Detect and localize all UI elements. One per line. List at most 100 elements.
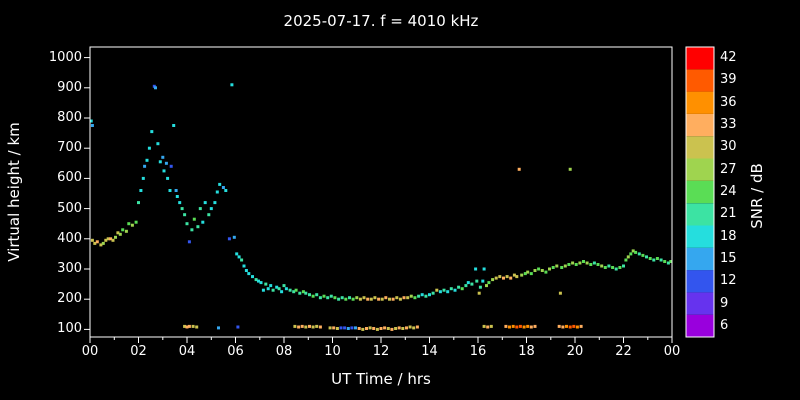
data-point (150, 130, 154, 134)
data-point (641, 253, 645, 257)
data-point (318, 296, 322, 300)
data-point (408, 325, 412, 329)
x-tick-label: 12 (372, 344, 390, 359)
data-point (405, 326, 408, 330)
data-point (611, 266, 615, 269)
colorbar-band (686, 314, 714, 337)
data-point (174, 189, 178, 192)
data-point (572, 324, 576, 328)
data-point (315, 293, 319, 297)
colorbar-band (686, 47, 714, 70)
data-point (354, 326, 357, 330)
data-point (365, 327, 368, 330)
colorbar-tick-label: 39 (720, 72, 737, 88)
y-tick-label: 500 (57, 200, 82, 216)
data-point (592, 261, 596, 265)
data-point (242, 264, 246, 268)
data-point (261, 288, 265, 292)
y-tick-label: 200 (57, 291, 82, 307)
data-point (431, 291, 435, 295)
data-point (301, 290, 305, 294)
data-point (311, 325, 315, 329)
data-point (190, 228, 194, 232)
data-point (402, 296, 406, 300)
colorbar-tick-label: 36 (720, 94, 737, 110)
colorbar-band (686, 158, 714, 181)
data-point (575, 325, 579, 329)
data-point (401, 327, 405, 330)
data-point (491, 278, 495, 282)
colorbar-band (686, 225, 714, 248)
data-point (420, 293, 424, 297)
data-point (293, 324, 297, 328)
colorbar-band (686, 136, 714, 159)
colorbar-tick-label: 42 (720, 50, 737, 66)
data-point (565, 324, 568, 328)
data-point (457, 285, 461, 289)
data-point (568, 167, 572, 171)
colorbar-tick-label: 21 (720, 206, 737, 222)
data-point (373, 296, 377, 300)
data-point (666, 261, 670, 265)
data-point (571, 261, 575, 265)
data-point (277, 287, 281, 291)
data-point (383, 326, 387, 330)
y-tick-label: 1000 (48, 49, 82, 65)
data-point (515, 275, 519, 279)
data-point (489, 324, 493, 328)
data-point (329, 294, 333, 298)
y-tick-label: 100 (57, 321, 82, 337)
data-point (318, 325, 322, 329)
colorbar-label: SNR / dB (748, 163, 766, 229)
data-point (93, 241, 97, 245)
data-point (466, 281, 470, 285)
data-point (254, 278, 258, 282)
chart-title: 2025-07-17. f = 4010 kHz (283, 12, 479, 30)
data-point (655, 257, 659, 260)
data-point (292, 290, 296, 294)
colorbar-tick-label: 24 (720, 184, 737, 199)
data-point (442, 288, 446, 292)
data-point (406, 296, 410, 300)
data-point (332, 326, 336, 330)
data-point (284, 287, 288, 291)
data-point (582, 260, 585, 263)
data-point (470, 282, 474, 286)
data-point (585, 261, 589, 265)
data-point (183, 324, 187, 328)
data-point (304, 325, 308, 329)
colorbar-tick-label: 9 (720, 295, 729, 311)
data-point (264, 282, 268, 286)
x-tick-label: 14 (421, 344, 438, 359)
data-point (629, 252, 633, 256)
x-tick-label: 22 (615, 344, 632, 359)
data-point (308, 324, 311, 328)
data-point (607, 264, 611, 268)
data-point (526, 270, 530, 274)
data-point (394, 327, 398, 330)
data-point (624, 258, 628, 262)
colorbar-tick-label: 30 (720, 139, 737, 155)
data-point (435, 288, 439, 292)
data-point (522, 325, 526, 329)
data-point (196, 225, 200, 229)
data-point (183, 213, 187, 217)
data-point (315, 324, 319, 328)
data-point (568, 325, 572, 329)
data-point (355, 296, 359, 300)
data-point (207, 213, 211, 217)
data-point (275, 285, 279, 289)
data-point (178, 201, 182, 205)
data-point (509, 276, 513, 280)
data-point (304, 291, 308, 295)
data-point (145, 158, 149, 162)
data-point (192, 217, 196, 221)
data-point (626, 255, 630, 259)
data-point (369, 297, 373, 301)
data-point (361, 327, 365, 331)
data-point (143, 164, 147, 168)
data-point (477, 291, 481, 295)
data-point (384, 296, 388, 300)
data-point (478, 285, 482, 289)
